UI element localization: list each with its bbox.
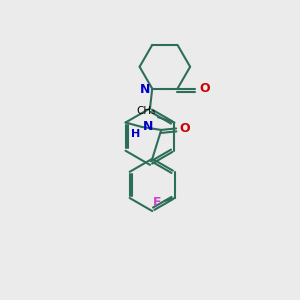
Text: F: F [153, 196, 162, 209]
Text: N: N [143, 121, 153, 134]
Text: O: O [199, 82, 209, 94]
Text: O: O [180, 122, 190, 135]
Text: H: H [131, 128, 140, 139]
Text: N: N [140, 83, 151, 96]
Text: CH₃: CH₃ [136, 106, 156, 116]
